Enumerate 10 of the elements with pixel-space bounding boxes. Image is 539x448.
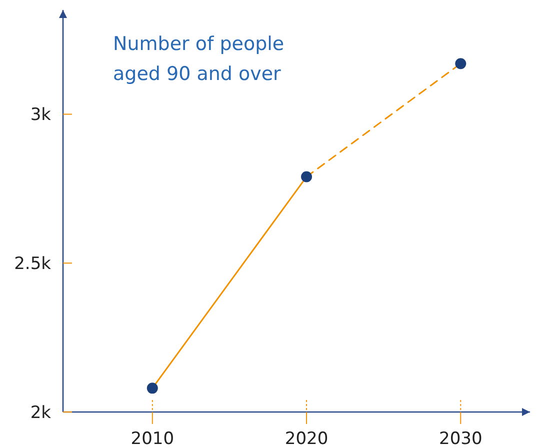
x-tick-label: 2010 <box>130 428 174 448</box>
y-tick-label: 2.5k <box>14 254 52 274</box>
point <box>146 382 158 394</box>
y-tick-label: 3k <box>30 105 52 126</box>
point <box>455 58 466 70</box>
x-tick-label: 2020 <box>284 428 328 448</box>
text: Number of people aged 90 and over <box>113 33 284 85</box>
y-tick-label: 2k <box>30 402 52 423</box>
point <box>301 171 312 182</box>
x-tick-label: 2030 <box>439 428 482 448</box>
